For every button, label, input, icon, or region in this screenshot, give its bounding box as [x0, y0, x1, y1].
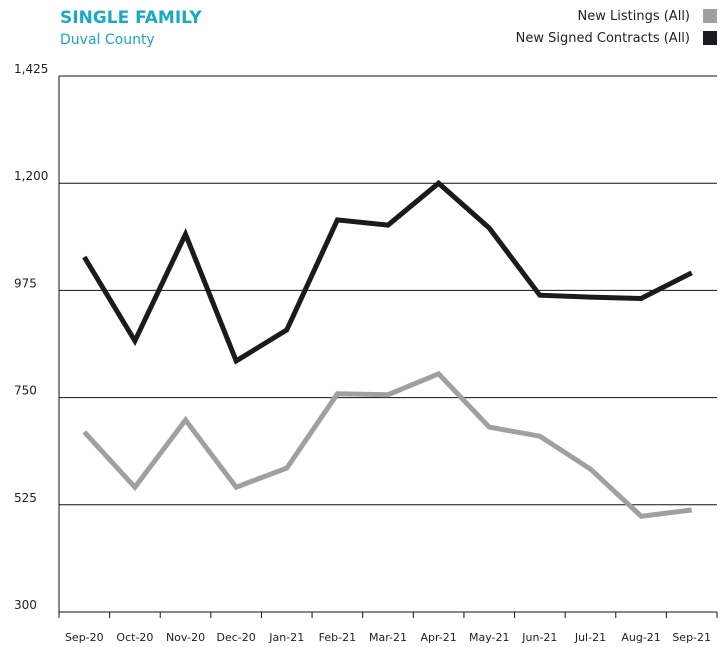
- legend-swatch: [703, 31, 717, 45]
- x-tick-label: Jan-21: [268, 631, 304, 644]
- legend-label: New Signed Contracts (All): [516, 31, 690, 46]
- x-tick-label: Nov-20: [166, 631, 205, 644]
- x-tick-label: May-21: [469, 631, 510, 644]
- y-tick-label: 300: [14, 598, 37, 612]
- y-tick-label: 1,425: [14, 62, 48, 76]
- x-tick-label: Sep-21: [672, 631, 711, 644]
- legend-swatch: [703, 9, 717, 23]
- x-tick-label: Aug-21: [621, 631, 660, 644]
- x-tick-label: Oct-20: [116, 631, 153, 644]
- x-tick-label: Dec-20: [217, 631, 256, 644]
- x-tick-label: Jun-21: [521, 631, 557, 644]
- chart-title: SINGLE FAMILY: [60, 8, 202, 28]
- y-tick-label: 750: [14, 384, 37, 398]
- chart-subtitle: Duval County: [60, 32, 155, 48]
- y-tick-label: 1,200: [14, 169, 48, 183]
- line-series: [82, 179, 693, 365]
- y-tick-label: 975: [14, 276, 37, 290]
- legend-label: New Listings (All): [578, 9, 690, 24]
- x-tick-label: Mar-21: [369, 631, 407, 644]
- x-tick-label: Sep-20: [65, 631, 104, 644]
- x-tick-label: Feb-21: [319, 631, 356, 644]
- y-tick-label: 525: [14, 491, 37, 505]
- x-tick-label: Jul-21: [574, 631, 606, 644]
- line-series: [82, 370, 693, 519]
- x-tick-label: Apr-21: [420, 631, 456, 644]
